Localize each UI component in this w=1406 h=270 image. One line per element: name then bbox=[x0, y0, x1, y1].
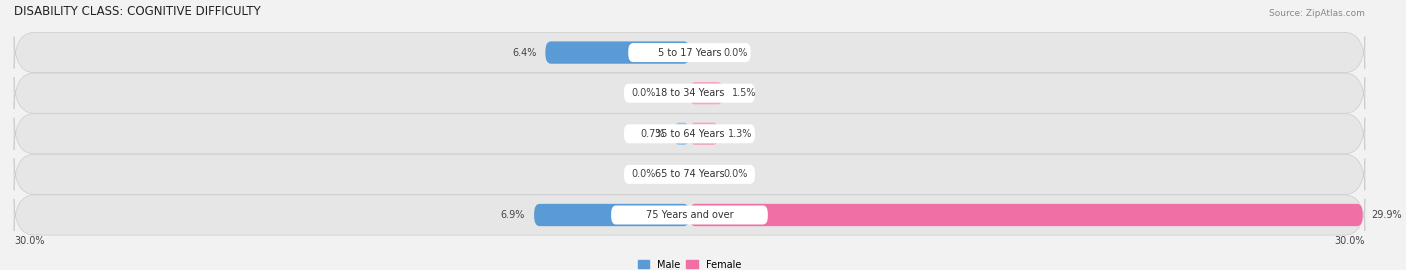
FancyBboxPatch shape bbox=[546, 41, 689, 64]
Text: 6.9%: 6.9% bbox=[501, 210, 524, 220]
FancyBboxPatch shape bbox=[612, 205, 768, 224]
FancyBboxPatch shape bbox=[14, 114, 1365, 154]
FancyBboxPatch shape bbox=[534, 204, 689, 226]
FancyBboxPatch shape bbox=[689, 204, 1362, 226]
Text: DISABILITY CLASS: COGNITIVE DIFFICULTY: DISABILITY CLASS: COGNITIVE DIFFICULTY bbox=[14, 5, 260, 18]
Text: 0.0%: 0.0% bbox=[631, 169, 655, 179]
Text: 1.3%: 1.3% bbox=[728, 129, 752, 139]
Text: 0.0%: 0.0% bbox=[631, 88, 655, 98]
FancyBboxPatch shape bbox=[628, 43, 751, 62]
Text: 29.9%: 29.9% bbox=[1372, 210, 1402, 220]
Text: Source: ZipAtlas.com: Source: ZipAtlas.com bbox=[1270, 9, 1365, 18]
FancyBboxPatch shape bbox=[689, 82, 723, 104]
Text: 0.0%: 0.0% bbox=[723, 48, 748, 58]
Text: 65 to 74 Years: 65 to 74 Years bbox=[655, 169, 724, 179]
Text: 18 to 34 Years: 18 to 34 Years bbox=[655, 88, 724, 98]
Text: 5 to 17 Years: 5 to 17 Years bbox=[658, 48, 721, 58]
Text: 0.7%: 0.7% bbox=[640, 129, 665, 139]
FancyBboxPatch shape bbox=[624, 165, 755, 184]
FancyBboxPatch shape bbox=[689, 123, 718, 145]
Text: 0.0%: 0.0% bbox=[723, 169, 748, 179]
Text: 1.5%: 1.5% bbox=[733, 88, 756, 98]
FancyBboxPatch shape bbox=[14, 154, 1365, 194]
FancyBboxPatch shape bbox=[624, 84, 755, 103]
FancyBboxPatch shape bbox=[14, 73, 1365, 113]
FancyBboxPatch shape bbox=[14, 32, 1365, 73]
FancyBboxPatch shape bbox=[14, 195, 1365, 235]
FancyBboxPatch shape bbox=[624, 124, 755, 143]
Legend: Male, Female: Male, Female bbox=[638, 260, 741, 270]
Text: 30.0%: 30.0% bbox=[14, 237, 45, 247]
FancyBboxPatch shape bbox=[673, 123, 689, 145]
Text: 6.4%: 6.4% bbox=[512, 48, 536, 58]
Text: 35 to 64 Years: 35 to 64 Years bbox=[655, 129, 724, 139]
Text: 30.0%: 30.0% bbox=[1334, 237, 1365, 247]
Text: 75 Years and over: 75 Years and over bbox=[645, 210, 734, 220]
